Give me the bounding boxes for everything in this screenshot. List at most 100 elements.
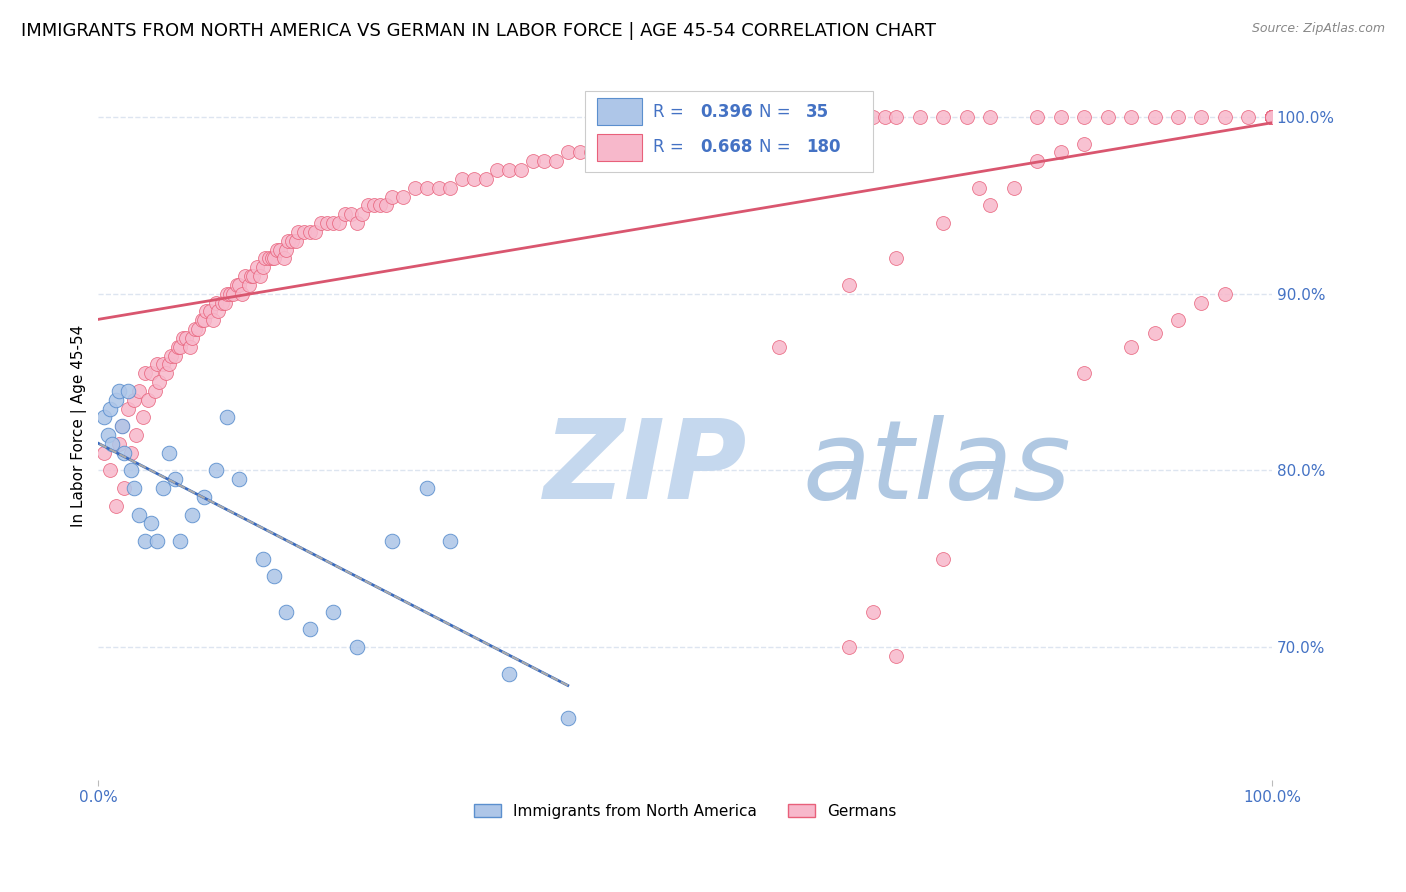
- Point: [1261, 110, 1284, 124]
- Point: [328, 216, 350, 230]
- Point: [204, 295, 226, 310]
- Point: [392, 189, 415, 203]
- Point: [238, 277, 260, 292]
- Point: [1191, 110, 1213, 124]
- Point: [1261, 110, 1284, 124]
- Point: [217, 286, 239, 301]
- Point: [163, 349, 186, 363]
- Point: [451, 172, 474, 186]
- Point: [568, 145, 591, 160]
- Point: [246, 260, 269, 275]
- Point: [128, 384, 150, 398]
- Point: [592, 136, 614, 151]
- Point: [862, 605, 884, 619]
- Point: [143, 384, 166, 398]
- Point: [193, 490, 215, 504]
- Point: [932, 216, 955, 230]
- Point: [187, 322, 209, 336]
- Point: [374, 198, 396, 212]
- Point: [231, 286, 253, 301]
- Point: [253, 252, 276, 266]
- Point: [439, 181, 461, 195]
- Point: [134, 366, 156, 380]
- Point: [292, 225, 315, 239]
- Point: [768, 110, 790, 124]
- Point: [886, 110, 908, 124]
- Point: [132, 410, 155, 425]
- Point: [603, 136, 626, 151]
- Point: [204, 463, 226, 477]
- Point: [838, 640, 860, 654]
- Point: [498, 163, 520, 178]
- Point: [228, 277, 250, 292]
- Point: [849, 110, 872, 124]
- Point: [249, 269, 271, 284]
- Text: 0.668: 0.668: [700, 138, 752, 156]
- Point: [266, 243, 288, 257]
- Point: [792, 110, 814, 124]
- Point: [239, 269, 262, 284]
- Point: [111, 419, 134, 434]
- Point: [202, 313, 225, 327]
- Point: [979, 110, 1001, 124]
- Point: [1026, 110, 1049, 124]
- Point: [112, 481, 135, 495]
- Text: 0.396: 0.396: [700, 103, 754, 120]
- Point: [169, 534, 191, 549]
- Point: [979, 198, 1001, 212]
- Point: [155, 366, 177, 380]
- Point: [179, 340, 201, 354]
- Point: [298, 623, 321, 637]
- Point: [838, 110, 860, 124]
- Point: [381, 189, 404, 203]
- Point: [416, 181, 439, 195]
- Point: [1261, 110, 1284, 124]
- Point: [522, 154, 544, 169]
- Point: [1237, 110, 1260, 124]
- Point: [322, 216, 344, 230]
- Point: [134, 534, 156, 549]
- Point: [263, 569, 285, 583]
- Point: [1261, 110, 1284, 124]
- Point: [260, 252, 283, 266]
- Text: Source: ZipAtlas.com: Source: ZipAtlas.com: [1251, 22, 1385, 36]
- Point: [709, 110, 731, 124]
- Point: [509, 163, 531, 178]
- Point: [557, 711, 579, 725]
- Text: R =: R =: [654, 103, 689, 120]
- Point: [1026, 154, 1049, 169]
- Y-axis label: In Labor Force | Age 45-54: In Labor Force | Age 45-54: [72, 326, 87, 527]
- Point: [167, 340, 190, 354]
- Point: [163, 472, 186, 486]
- Point: [136, 392, 159, 407]
- Point: [198, 304, 221, 318]
- Point: [233, 269, 256, 284]
- Point: [1261, 110, 1284, 124]
- Point: [1261, 110, 1284, 124]
- Point: [1049, 145, 1071, 160]
- Point: [357, 198, 380, 212]
- Point: [304, 225, 326, 239]
- Point: [125, 428, 148, 442]
- Point: [193, 313, 215, 327]
- Point: [104, 392, 127, 407]
- Point: [1143, 326, 1166, 340]
- Point: [368, 198, 391, 212]
- Point: [697, 110, 720, 124]
- Text: R =: R =: [654, 138, 689, 156]
- Point: [152, 358, 174, 372]
- Point: [439, 534, 461, 549]
- Point: [1261, 110, 1284, 124]
- Point: [1213, 286, 1236, 301]
- Point: [352, 207, 374, 221]
- Point: [311, 216, 333, 230]
- Point: [721, 110, 744, 124]
- FancyBboxPatch shape: [598, 134, 641, 161]
- Point: [222, 286, 245, 301]
- Point: [803, 110, 825, 124]
- Point: [152, 481, 174, 495]
- Point: [557, 145, 579, 160]
- Point: [627, 128, 650, 142]
- Point: [157, 446, 180, 460]
- Text: IMMIGRANTS FROM NORTH AMERICA VS GERMAN IN LABOR FORCE | AGE 45-54 CORRELATION C: IMMIGRANTS FROM NORTH AMERICA VS GERMAN …: [21, 22, 936, 40]
